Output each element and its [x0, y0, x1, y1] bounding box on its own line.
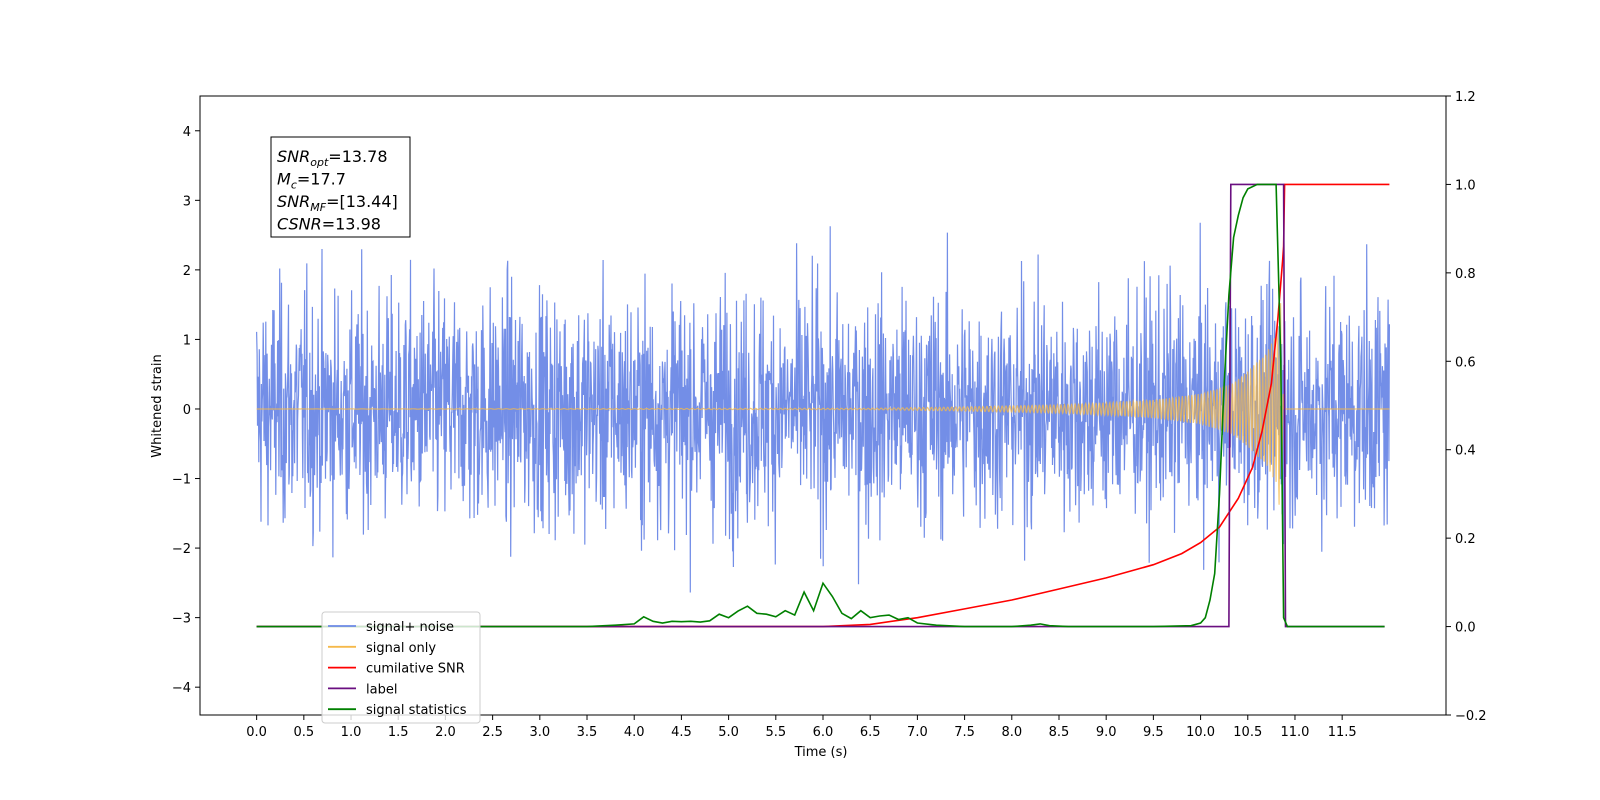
- y2-tick-label: −0.2: [1455, 709, 1487, 724]
- stats-annotation-box: SNRopt=13.78Mc=17.7SNRMF=[13.44]CSNR=13.…: [270, 136, 411, 238]
- x-tick-label: 5.5: [765, 725, 786, 740]
- y-tick-label: −2: [172, 542, 191, 557]
- y-tick-label: −1: [172, 473, 191, 488]
- y2-tick-label: 0.2: [1455, 532, 1476, 547]
- annotation-line: SNRopt=13.78: [277, 147, 388, 169]
- x-tick-label: 9.0: [1096, 725, 1117, 740]
- y-axis-label: Whitened strain: [150, 354, 165, 457]
- series-line-cumilative-snr: [256, 183, 1390, 628]
- x-tick-label: 6.0: [813, 725, 834, 740]
- x-tick-label: 11.0: [1280, 725, 1309, 740]
- x-tick-label: 8.5: [1049, 725, 1070, 740]
- legend: signal+ noise signal only cumilative SNR la…: [321, 611, 481, 724]
- series-line-signal-statistics: [256, 183, 1385, 628]
- series-line-signal-only: [256, 303, 1390, 505]
- y-tick-label: 1: [183, 333, 191, 348]
- y-tick-label: 4: [183, 125, 191, 140]
- y2-tick-label: 0.6: [1455, 355, 1476, 370]
- x-axis: 0.0 0.5 1.0 1.5 2.0 2.5 3.0 3.5 4.0 4.5 5.0 5.5 6.0 6…: [246, 715, 1357, 740]
- series-line-signal-noise: [256, 222, 1390, 593]
- x-tick-label: 10.0: [1186, 725, 1215, 740]
- y-tick-label: −4: [172, 681, 191, 696]
- x-tick-label: 2.0: [435, 725, 456, 740]
- y-axis-right: −0.2 0.0 0.2 0.4 0.6 0.8 1.0 1.2: [1446, 90, 1487, 724]
- y2-tick-label: 0.8: [1455, 267, 1476, 282]
- legend-entry: cumilative SNR: [366, 662, 465, 677]
- annotation-line: CSNR=13.98: [277, 215, 381, 234]
- legend-entry: label: [366, 682, 397, 697]
- y2-tick-label: 0.0: [1455, 621, 1476, 636]
- x-tick-label: 9.5: [1143, 725, 1164, 740]
- annotation-frame: [270, 136, 411, 238]
- x-tick-label: 8.0: [1001, 725, 1022, 740]
- x-tick-label: 3.5: [577, 725, 598, 740]
- x-tick-label: 0.5: [293, 725, 314, 740]
- legend-frame: [321, 611, 481, 724]
- x-tick-label: 1.0: [341, 725, 362, 740]
- x-tick-label: 11.5: [1328, 725, 1357, 740]
- annotation-line: SNRMF=[13.44]: [277, 192, 398, 214]
- legend-entry: signal statistics: [366, 703, 467, 718]
- series-layer: [256, 183, 1390, 628]
- y-tick-label: 3: [183, 194, 191, 209]
- y-tick-label: −3: [172, 612, 191, 627]
- x-tick-label: 1.5: [388, 725, 409, 740]
- legend-entry: signal only: [366, 641, 436, 656]
- y2-tick-label: 1.0: [1455, 178, 1476, 193]
- x-tick-label: 6.5: [860, 725, 881, 740]
- x-tick-label: 3.0: [529, 725, 550, 740]
- x-tick-label: 7.5: [954, 725, 975, 740]
- x-tick-label: 4.0: [624, 725, 645, 740]
- x-tick-label: 5.0: [718, 725, 739, 740]
- y2-tick-label: 0.4: [1455, 444, 1476, 459]
- x-tick-label: 10.5: [1233, 725, 1262, 740]
- annotation-line: Mc=17.7: [277, 170, 346, 192]
- y2-tick-label: 1.2: [1455, 90, 1476, 105]
- x-tick-label: 0.0: [246, 725, 267, 740]
- y-tick-label: 0: [183, 403, 191, 418]
- x-tick-label: 7.0: [907, 725, 928, 740]
- x-tick-label: 2.5: [482, 725, 503, 740]
- x-axis-label: Time (s): [794, 745, 848, 760]
- x-tick-label: 4.5: [671, 725, 692, 740]
- y-tick-label: 2: [183, 264, 191, 279]
- y-axis-left: −4 −3 −2 −1 0 1 2 3 4: [172, 125, 200, 696]
- legend-entry: signal+ noise: [366, 620, 454, 635]
